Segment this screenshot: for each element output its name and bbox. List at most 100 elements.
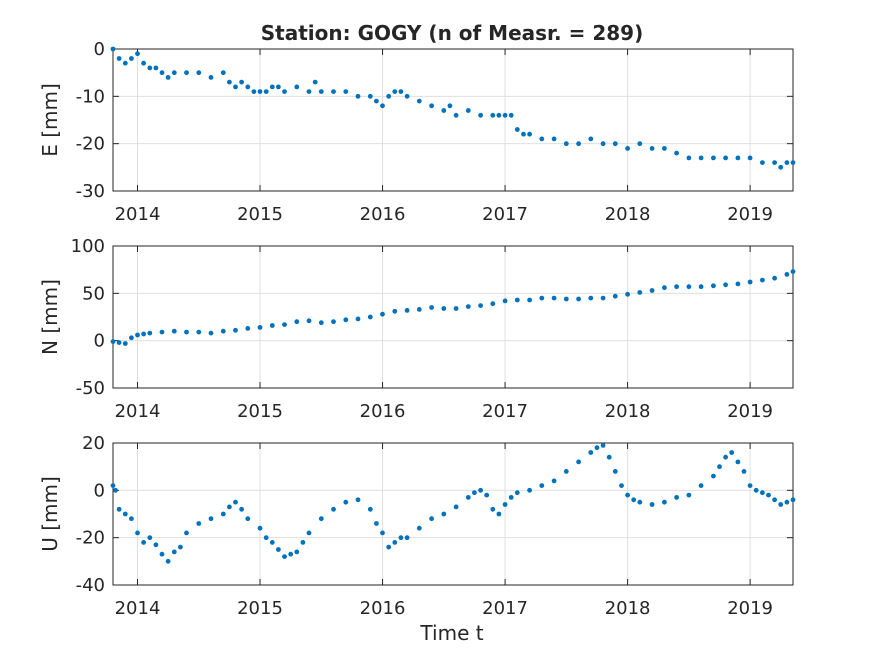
data-point-north: [723, 282, 728, 288]
data-point-up: [386, 544, 392, 550]
data-point-up: [772, 497, 777, 503]
data-point-north: [686, 284, 692, 290]
points-north: [110, 269, 796, 346]
data-point-east: [129, 56, 134, 61]
data-point-east: [760, 160, 765, 166]
data-point-east: [110, 46, 116, 52]
y-tick-label: 100: [71, 236, 105, 257]
x-tick-label: 2017: [482, 204, 528, 225]
data-point-up: [619, 483, 624, 488]
data-point-up: [184, 530, 189, 536]
data-point-north: [233, 327, 238, 333]
data-point-up: [233, 499, 238, 505]
data-point-north: [404, 308, 410, 313]
data-point-east: [784, 160, 790, 166]
data-point-up: [514, 490, 520, 496]
data-point-up: [343, 499, 349, 505]
data-point-east: [723, 155, 728, 161]
data-point-up: [220, 511, 226, 517]
data-point-east: [539, 136, 545, 142]
data-point-east: [251, 89, 257, 94]
data-point-up: [674, 495, 679, 500]
x-tick-label: 2019: [727, 598, 773, 619]
data-point-north: [135, 332, 140, 338]
data-point-east: [141, 60, 147, 66]
x-tick-label: 2015: [237, 598, 283, 619]
data-point-up: [116, 506, 122, 512]
data-point-up: [527, 487, 532, 493]
data-point-up: [380, 530, 385, 536]
data-point-north: [196, 329, 202, 335]
x-tick-label: 2017: [482, 598, 528, 619]
data-point-up: [735, 459, 741, 465]
data-point-east: [521, 131, 526, 137]
data-point-up: [110, 483, 116, 488]
data-point-east: [686, 155, 692, 161]
data-point-east: [282, 89, 287, 94]
chart-title: Station: GOGY (n of Measr. = 289): [261, 21, 643, 45]
points-up: [110, 443, 796, 564]
data-point-east: [772, 160, 777, 166]
data-point-east: [294, 84, 300, 90]
data-point-up: [129, 516, 134, 522]
data-point-up: [472, 490, 477, 496]
data-point-up: [551, 478, 557, 484]
data-point-east: [196, 70, 202, 76]
data-point-east: [269, 84, 275, 90]
data-point-up: [790, 497, 796, 503]
data-point-up: [416, 525, 422, 531]
data-point-north: [478, 303, 483, 308]
data-point-east: [318, 89, 324, 94]
data-point-east: [374, 98, 379, 104]
x-tick-label: 2018: [605, 401, 651, 422]
data-point-up: [178, 544, 183, 550]
data-point-east: [306, 89, 312, 94]
data-point-up: [594, 445, 600, 451]
data-point-up: [165, 558, 171, 564]
data-point-east: [380, 103, 385, 109]
data-point-north: [220, 328, 226, 334]
xlabel: Time t: [419, 621, 483, 645]
data-point-up: [171, 549, 177, 555]
data-point-up: [196, 521, 202, 526]
y-tick-label: -10: [76, 86, 105, 107]
data-point-north: [490, 301, 496, 307]
data-point-up: [711, 473, 716, 479]
axes-frame-east: [112, 48, 794, 192]
data-point-east: [416, 98, 422, 104]
data-point-up: [766, 492, 771, 498]
data-point-north: [772, 275, 777, 281]
x-tick-label: 2018: [605, 204, 651, 225]
x-tick-label: 2014: [115, 598, 161, 619]
ylabel-north: N [mm]: [38, 279, 62, 355]
data-point-north: [343, 317, 349, 323]
axes-frame-up: [112, 442, 794, 586]
data-point-east: [625, 146, 630, 151]
data-point-up: [465, 495, 471, 500]
data-point-east: [367, 93, 373, 99]
data-point-north: [184, 329, 189, 335]
data-point-north: [600, 295, 606, 301]
data-point-east: [496, 112, 502, 118]
x-tick-label: 2015: [237, 204, 283, 225]
data-point-north: [129, 335, 134, 341]
data-point-north: [245, 326, 251, 331]
data-point-up: [245, 516, 251, 522]
data-point-north: [662, 285, 667, 291]
data-point-north: [637, 290, 643, 295]
data-point-east: [600, 141, 606, 147]
data-point-east: [563, 141, 569, 147]
data-point-up: [294, 549, 300, 555]
data-point-east: [747, 155, 753, 161]
data-point-east: [790, 160, 796, 166]
data-point-east: [263, 89, 269, 94]
data-point-east: [220, 70, 226, 76]
panel-up: 2014 2015 2016 2017 2018 2019 -40 -20 0 20 U [mm]: [38, 433, 796, 619]
data-point-up: [637, 499, 643, 505]
data-point-up: [331, 506, 336, 512]
data-point-north: [698, 284, 704, 290]
data-point-north: [416, 307, 422, 312]
y-tick-label: 20: [82, 433, 105, 454]
data-point-east: [612, 141, 618, 147]
data-point-east: [637, 141, 643, 147]
